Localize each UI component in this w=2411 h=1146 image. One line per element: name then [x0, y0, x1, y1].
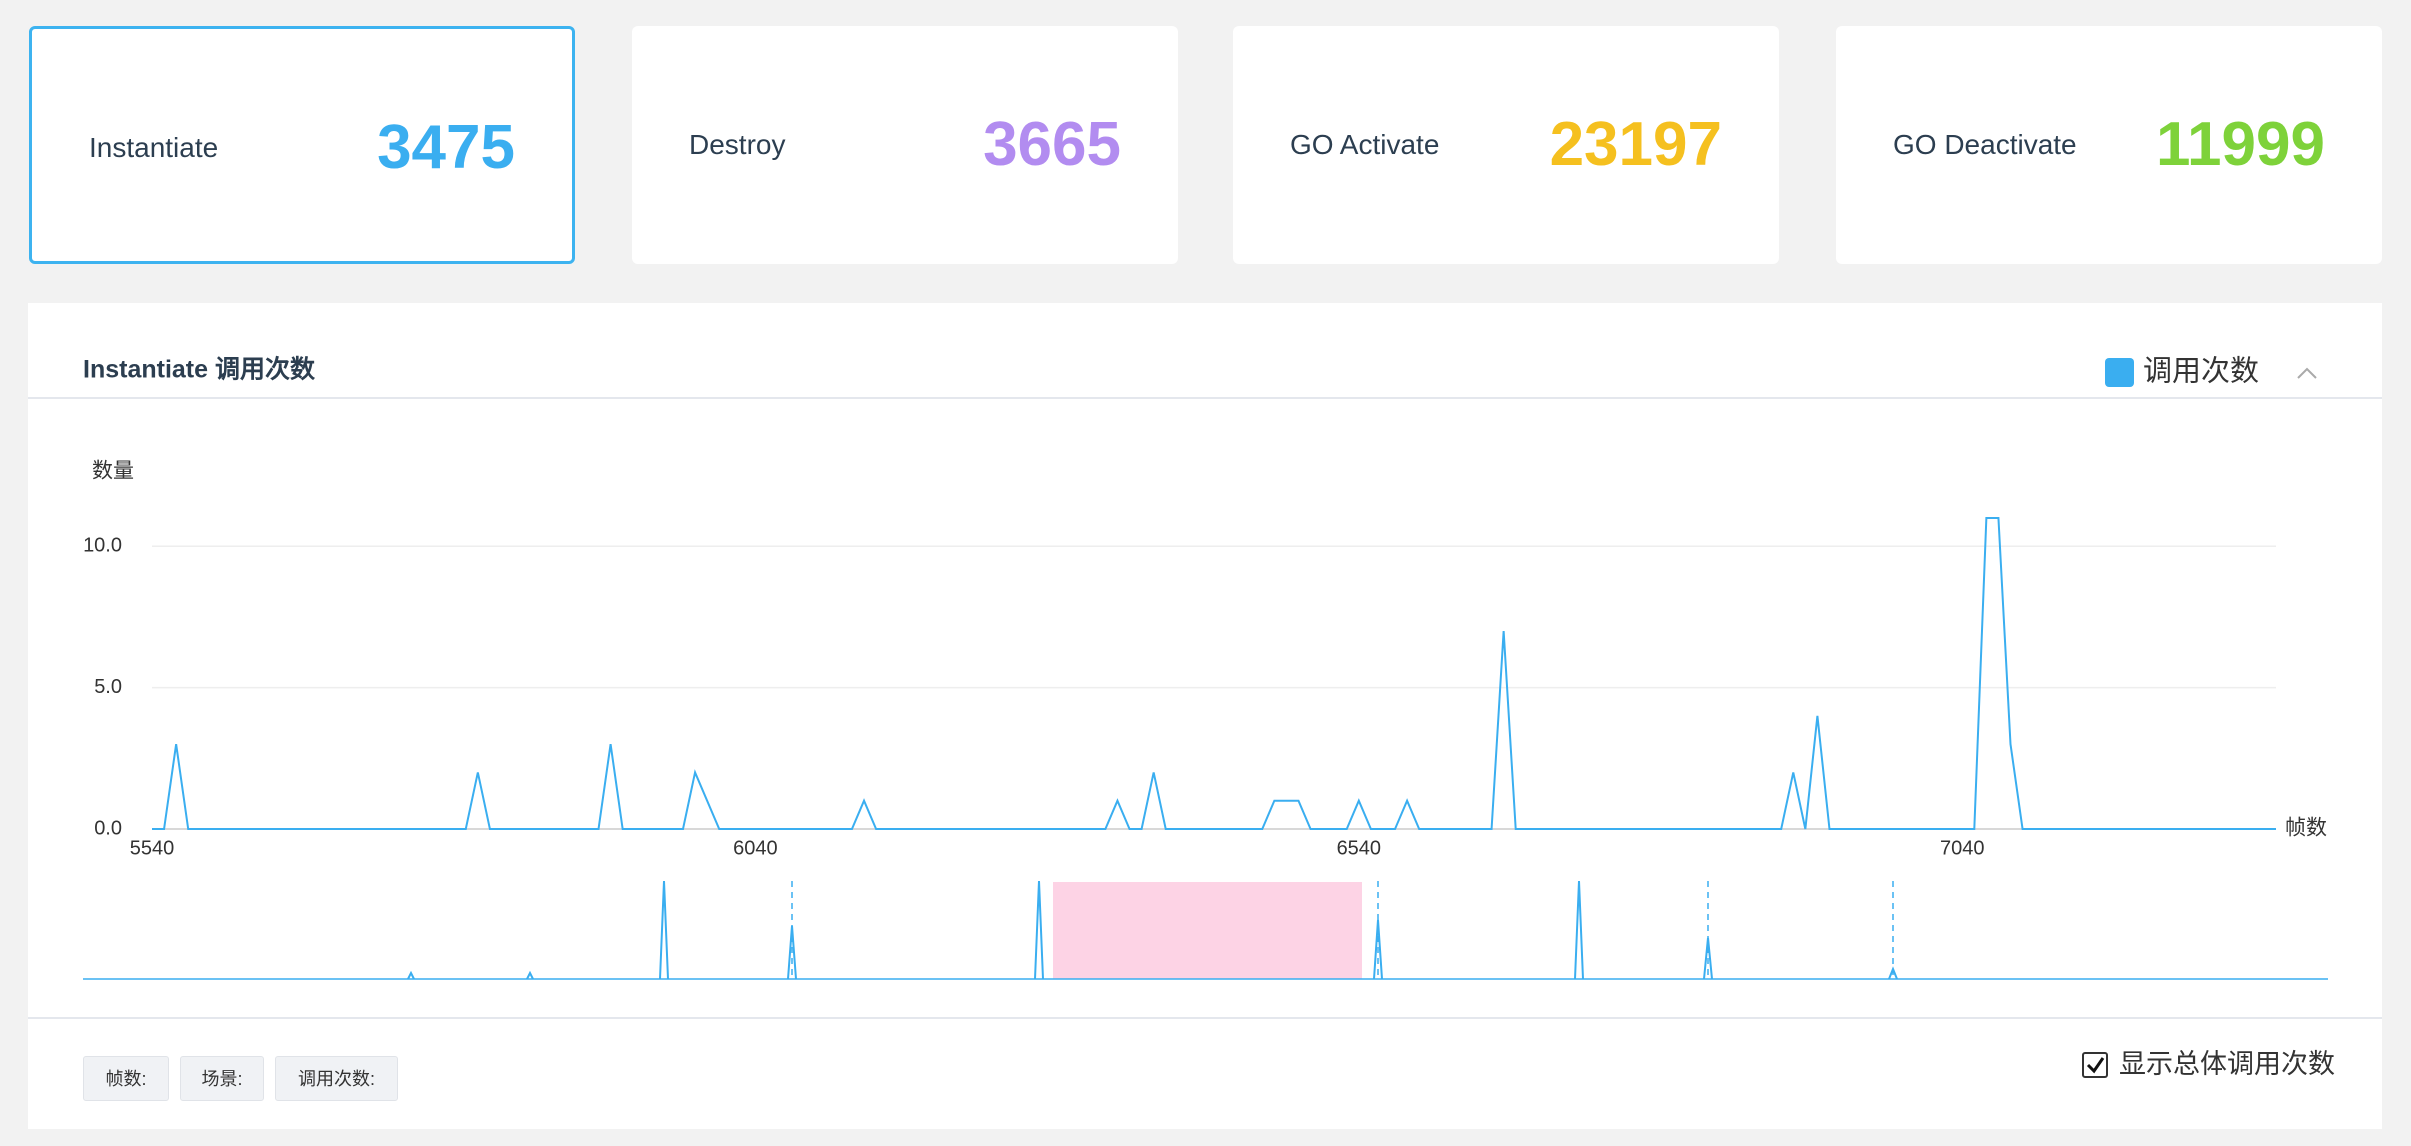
card-value: 3475 [377, 113, 515, 182]
card-label: Instantiate [89, 132, 219, 163]
card-label: GO Activate [1290, 129, 1440, 160]
x-axis-name: 帧数 [2285, 817, 2327, 840]
stat-card[interactable]: Instantiate 3475 [29, 26, 575, 264]
card-label: GO Deactivate [1893, 129, 2077, 160]
stat-card[interactable]: GO Activate 23197 [1233, 26, 1779, 264]
y-tick-label: 0.0 [94, 817, 122, 839]
overview-marker [791, 881, 1894, 979]
card-label: Destroy [689, 129, 786, 160]
x-tick-label: 6540 [1337, 837, 1382, 859]
card-value: 3665 [983, 110, 1121, 179]
card-value: 11999 [2156, 110, 2325, 179]
card-value: 23197 [1549, 110, 1722, 179]
filter-button[interactable]: 帧数: [83, 1056, 169, 1101]
stat-card[interactable]: GO Deactivate 11999 [1836, 26, 2382, 264]
y-tick-label: 5.0 [94, 676, 122, 698]
checkbox-label[interactable]: 显示总体调用次数 [2119, 1049, 2335, 1079]
series-line [152, 517, 2276, 830]
chart-panel [28, 303, 2382, 1129]
stat-card[interactable]: Destroy 3665 [632, 26, 1178, 264]
x-tick-label: 5540 [130, 837, 175, 859]
filter-button[interactable]: 调用次数: [275, 1056, 398, 1101]
zoom-window[interactable] [1053, 882, 1362, 979]
y-tick-label: 10.0 [83, 535, 122, 557]
x-tick-label: 6040 [733, 837, 778, 859]
x-tick-label: 7040 [1940, 837, 1985, 859]
collapse-caret[interactable] [2297, 367, 2317, 379]
filter-button[interactable]: 场景: [180, 1056, 264, 1101]
checkbox[interactable] [2082, 1052, 2108, 1078]
legend-label[interactable]: 调用次数 [2143, 355, 2259, 388]
legend-swatch[interactable] [2105, 358, 2134, 387]
y-axis-name: 数量 [92, 460, 134, 483]
checkbox-check [2086, 1057, 2105, 1074]
chart-title: Instantiate 调用次数 [83, 356, 316, 384]
overview[interactable] [83, 880, 2328, 980]
